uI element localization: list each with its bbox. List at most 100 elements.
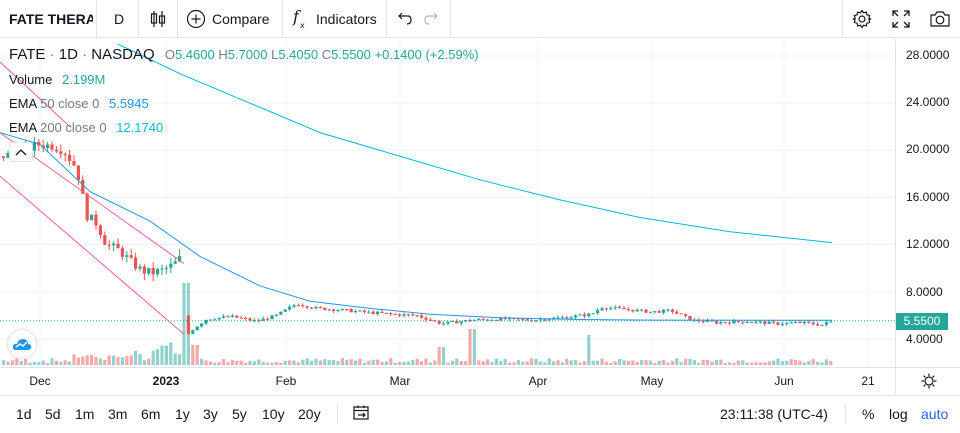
candle-body <box>477 319 481 321</box>
redo-button[interactable] <box>423 0 441 38</box>
volume-bar <box>112 355 116 365</box>
candle-body <box>666 309 670 311</box>
candle-body <box>446 321 450 324</box>
volume-bar <box>662 359 666 365</box>
tradingview-logo[interactable] <box>8 330 36 358</box>
candle-body <box>191 330 195 334</box>
candle-body <box>732 320 736 324</box>
volume-bar <box>534 359 538 365</box>
candle-body <box>415 315 419 317</box>
range-1d-button[interactable]: 1d <box>16 406 32 422</box>
volume-bar <box>732 362 736 365</box>
volume-bar <box>173 353 177 365</box>
candle-body <box>72 160 76 166</box>
candle-body <box>811 322 815 325</box>
range-1y-button[interactable]: 1y <box>175 406 190 422</box>
volume-bar <box>591 360 595 365</box>
range-6m-button[interactable]: 6m <box>141 406 161 422</box>
volume-bar <box>147 358 151 365</box>
candle-body <box>323 307 327 310</box>
volume-bar <box>398 362 402 365</box>
axis-settings-corner[interactable] <box>895 367 960 394</box>
candle-body <box>46 144 50 149</box>
range-5d-button[interactable]: 5d <box>45 406 61 422</box>
volume-bar <box>244 362 248 365</box>
candle-body <box>763 321 767 324</box>
percent-scale-button[interactable]: % <box>862 406 875 422</box>
candle-body <box>266 318 270 320</box>
range-10y-button[interactable]: 10y <box>262 406 285 422</box>
legend-collapse-button[interactable] <box>9 142 33 162</box>
indicators-button[interactable]: f x Indicators <box>292 0 377 38</box>
volume-bar <box>415 358 419 365</box>
compare-button[interactable]: Compare <box>186 0 270 38</box>
symbol-search[interactable]: FATE THERA <box>9 11 93 27</box>
candle-body <box>244 318 248 320</box>
range-1m-button[interactable]: 1m <box>75 406 95 422</box>
clock-timezone[interactable]: 23:11:38 (UTC-4) <box>720 406 828 422</box>
candle-body <box>706 320 710 322</box>
range-5y-button[interactable]: 5y <box>232 406 247 422</box>
volume-bar <box>525 361 529 365</box>
interval-button[interactable]: D <box>114 11 125 27</box>
candle-body <box>723 322 727 324</box>
volume-bar <box>750 362 754 365</box>
volume-bar <box>631 360 635 365</box>
chart-style-button[interactable] <box>149 0 167 38</box>
main-series-legend[interactable]: FATE · 1D · NASDAQ O5.4600 H5.7000 L5.40… <box>9 46 479 63</box>
candle-body <box>169 263 173 268</box>
candle-body <box>780 324 784 326</box>
volume-bar <box>208 361 212 365</box>
volume-bar <box>367 360 371 365</box>
candle-body <box>367 311 371 313</box>
range-3y-button[interactable]: 3y <box>203 406 218 422</box>
range-3m-button[interactable]: 3m <box>108 406 128 422</box>
volume-bar <box>446 362 450 365</box>
price-axis[interactable]: 28.0000 24.0000 20.0000 16.0000 12.0000 … <box>895 39 960 367</box>
high-value: 5.7000 <box>227 47 268 62</box>
volume-bar <box>68 361 72 365</box>
volume-legend[interactable]: Volume 2.199M <box>9 72 105 87</box>
candle-body <box>824 322 828 325</box>
candle-body <box>85 193 89 221</box>
volume-bar <box>46 362 50 365</box>
volume-bar <box>829 361 833 365</box>
time-axis[interactable]: Dec 2023 Feb Mar Apr May Jun 21 <box>0 367 895 394</box>
candle-body <box>362 310 366 313</box>
goto-date-button[interactable] <box>353 405 371 426</box>
range-20y-button[interactable]: 20y <box>298 406 321 422</box>
settings-button[interactable] <box>852 0 872 38</box>
volume-bar <box>811 359 815 365</box>
volume-bar <box>424 358 428 365</box>
toolbar-divider <box>138 0 139 38</box>
chart-pane[interactable] <box>0 39 895 367</box>
undo-button[interactable] <box>395 0 413 38</box>
volume-bar <box>103 360 107 365</box>
volume-bar <box>481 361 485 365</box>
ema200-legend[interactable]: EMA 200 close 0 12.1740 <box>9 120 163 135</box>
snapshot-button[interactable] <box>929 0 951 38</box>
candle-body <box>609 308 613 310</box>
volume-bar <box>569 360 573 365</box>
ema50-legend[interactable]: EMA 50 close 0 5.5945 <box>9 96 149 111</box>
price-chart[interactable] <box>0 39 895 367</box>
volume-bar <box>820 362 824 365</box>
volume-bar <box>745 362 749 365</box>
candle-body <box>314 307 318 309</box>
volume-bar <box>490 361 494 365</box>
auto-scale-button[interactable]: auto <box>921 406 949 422</box>
fullscreen-button[interactable] <box>892 0 910 38</box>
volume-bar <box>582 361 586 365</box>
volume-bar <box>609 362 613 365</box>
open-value: 5.4600 <box>174 47 215 62</box>
log-scale-button[interactable]: log <box>889 406 908 422</box>
candle-body <box>596 310 600 314</box>
sun-settings-icon <box>921 373 937 389</box>
volume-bar <box>274 362 278 365</box>
volume-bar <box>327 360 331 365</box>
legend-interval: 1D <box>58 46 78 63</box>
volume-bar <box>596 360 600 365</box>
candle-body <box>296 305 300 307</box>
volume-bar <box>736 360 740 365</box>
toolbar-divider <box>842 0 843 38</box>
